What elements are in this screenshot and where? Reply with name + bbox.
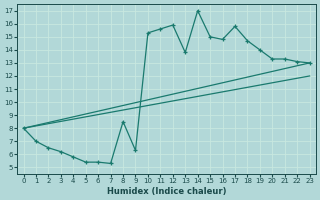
- X-axis label: Humidex (Indice chaleur): Humidex (Indice chaleur): [107, 187, 226, 196]
